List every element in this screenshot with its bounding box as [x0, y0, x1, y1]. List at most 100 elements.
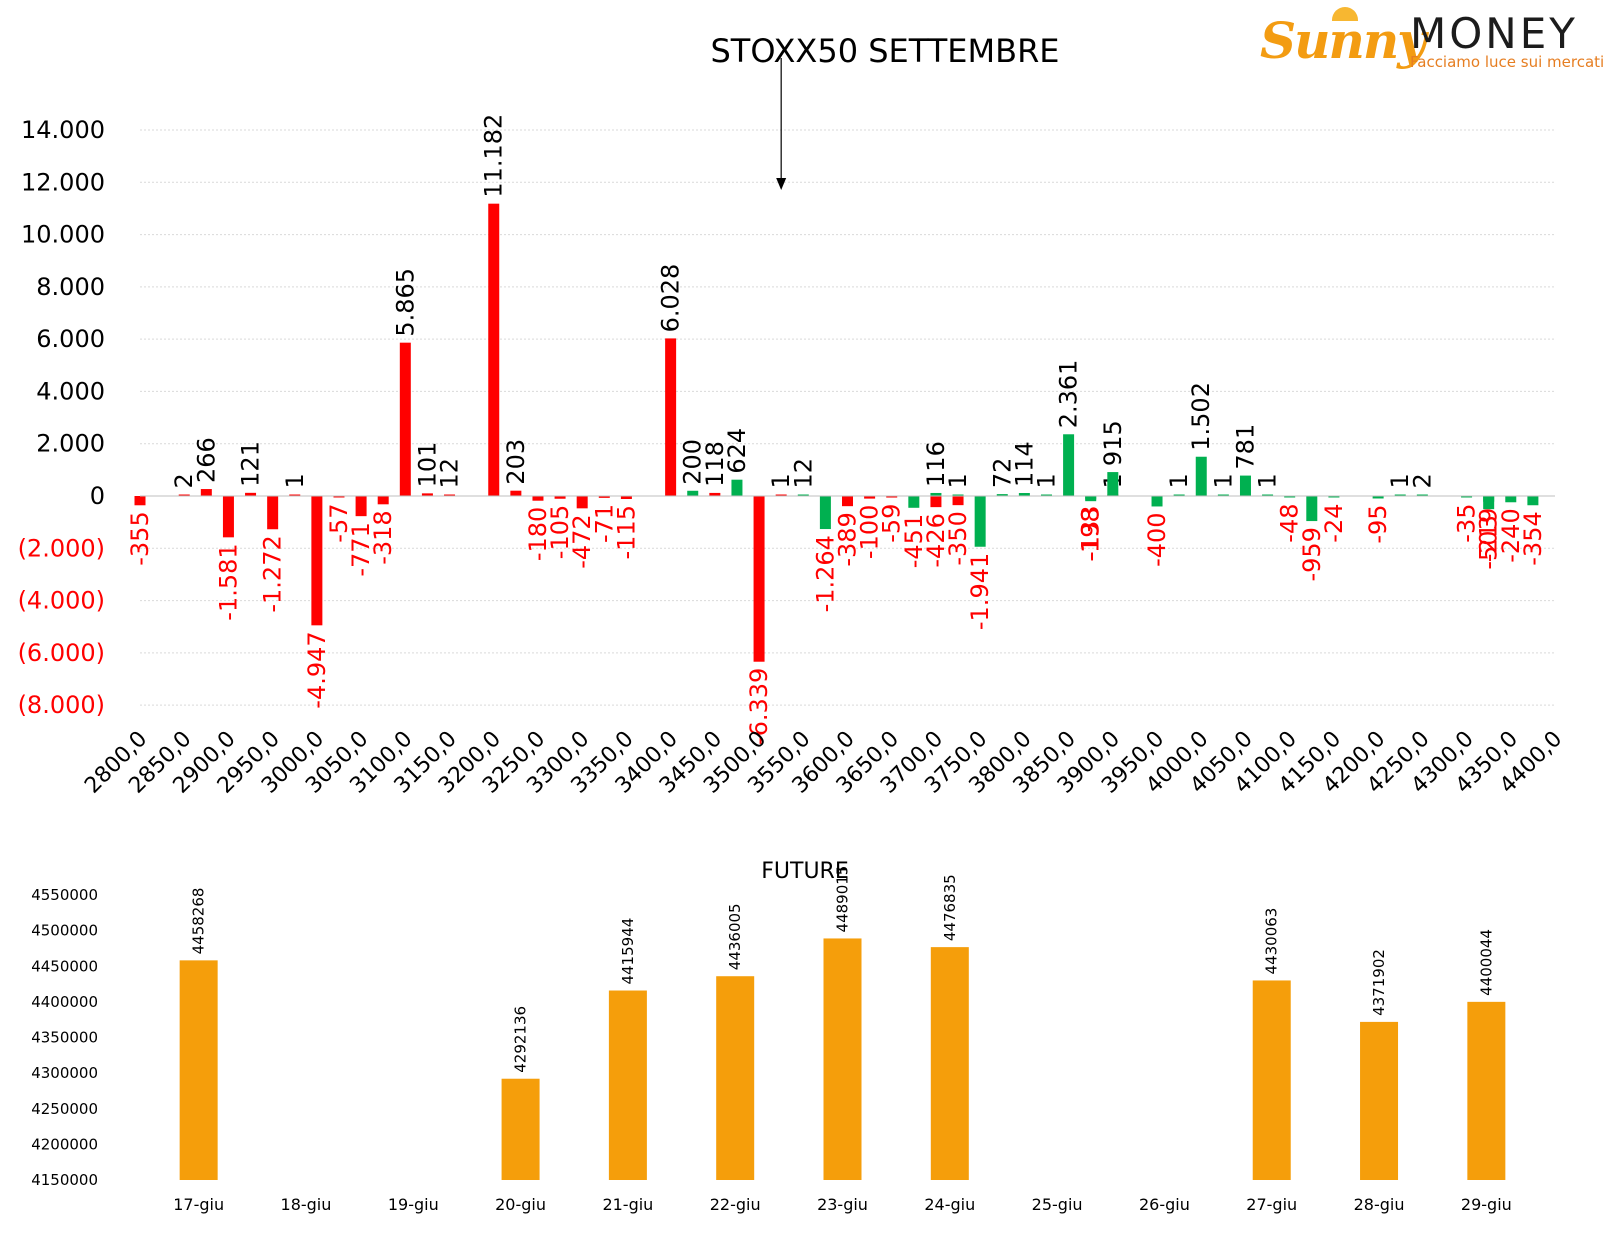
future-bar [1467, 1001, 1506, 1180]
bar [1217, 494, 1229, 496]
bar [377, 496, 389, 505]
data-label: 116 [922, 441, 950, 487]
data-label: 1 [1386, 473, 1414, 488]
bar [952, 494, 964, 496]
data-label: 915 [1099, 420, 1127, 466]
future-y-tick: 4350000 [31, 1029, 98, 1047]
data-label: -472 [568, 514, 596, 568]
bar [1262, 494, 1274, 496]
data-label: -240 [1497, 508, 1525, 562]
future-value-label: 4292136 [512, 1006, 530, 1073]
data-label: -1.581 [214, 543, 242, 620]
data-label: 118 [701, 441, 729, 487]
data-label: -133 [1077, 505, 1105, 559]
future-chart: FUTURE 4550000 4500000 4450000 4400000 435000… [31, 859, 1512, 1214]
future-x-label: 21-giu [602, 1195, 653, 1214]
future-bar [823, 938, 862, 1180]
data-label: 1 [281, 473, 309, 488]
bar [1151, 496, 1163, 507]
data-label: -219 [1475, 508, 1503, 562]
data-label: 6.028 [657, 264, 685, 333]
data-label: -115 [612, 505, 640, 559]
bar [576, 496, 588, 509]
bar [1505, 496, 1517, 503]
bar [355, 496, 367, 517]
bar [222, 496, 234, 538]
data-label: -400 [1143, 512, 1171, 566]
bar [598, 496, 610, 498]
data-label: -355 [126, 511, 154, 565]
bar [510, 490, 522, 496]
future-x-label: 20-giu [495, 1195, 546, 1214]
data-label: 101 [413, 442, 441, 488]
data-label: -180 [524, 507, 552, 561]
bar [797, 494, 809, 496]
bar [842, 496, 853, 507]
bar [864, 496, 876, 499]
y-tick-label: 10.000 [21, 221, 105, 249]
data-label: 1.502 [1187, 382, 1215, 451]
data-label: 266 [192, 437, 220, 483]
data-label: -6.339 [745, 668, 773, 745]
future-y-tick: 4400000 [31, 993, 98, 1011]
bar [267, 496, 279, 530]
bar [1018, 493, 1030, 496]
bar [200, 489, 212, 496]
data-label: -24 [1320, 504, 1348, 543]
bar [709, 492, 721, 496]
bar [930, 496, 942, 508]
bar [421, 493, 433, 496]
y-tick-label: 12.000 [21, 168, 105, 196]
future-x-label: 18-giu [281, 1195, 332, 1214]
data-label: 624 [723, 428, 751, 474]
data-label: -57 [325, 504, 353, 543]
future-x-label: 29-giu [1461, 1195, 1512, 1214]
logo-name-sunny: Sunny [1260, 11, 1426, 70]
bar [1173, 494, 1185, 496]
y-tick-label: 6.000 [36, 325, 105, 353]
data-label: 12 [789, 458, 817, 489]
bar [311, 496, 323, 626]
future-bar [930, 947, 969, 1180]
y-tick-label: 4.000 [36, 377, 105, 405]
data-label: -771 [347, 522, 375, 576]
data-label: 781 [1231, 424, 1259, 470]
data-label: 1 [1165, 473, 1193, 488]
data-label: -105 [546, 505, 574, 559]
future-x-label: 28-giu [1354, 1195, 1405, 1214]
bar [444, 494, 456, 496]
y-tick-label: 0 [90, 482, 105, 510]
future-y-tick: 4550000 [31, 886, 98, 904]
bar [996, 494, 1008, 496]
bar [333, 496, 345, 498]
future-value-label: 4489015 [834, 866, 852, 933]
bar [1416, 494, 1428, 496]
future-bar [501, 1078, 540, 1180]
data-label: 5.865 [391, 268, 419, 337]
future-x-label: 24-giu [924, 1195, 975, 1214]
bar [1040, 494, 1052, 496]
data-label: -503 [1475, 515, 1503, 569]
future-value-label: 4400044 [1477, 929, 1495, 996]
data-label: -59 [878, 504, 906, 543]
bar [974, 496, 986, 547]
bar [753, 496, 765, 662]
future-bar [1252, 980, 1291, 1180]
future-bar [608, 990, 647, 1180]
data-label: 121 [237, 441, 265, 487]
y-tick-label: 2.000 [36, 430, 105, 458]
bar [1527, 496, 1539, 506]
data-label: 2 [1408, 473, 1436, 488]
data-label: -95 [1364, 504, 1392, 543]
bar [908, 496, 920, 508]
data-label: 1 [767, 473, 795, 488]
data-label: 11.182 [480, 114, 508, 198]
y-tick-label: 14.000 [21, 116, 105, 144]
data-label: 114 [1010, 441, 1038, 487]
bar [1239, 475, 1251, 496]
bar [245, 492, 257, 496]
bar [532, 496, 544, 501]
sunnymoney-logo: Sunny MONEY Facciamo luce sui mercati [1250, 5, 1620, 75]
logo-tagline: Facciamo luce sui mercati [1410, 53, 1605, 71]
data-label: -959 [1298, 527, 1326, 581]
